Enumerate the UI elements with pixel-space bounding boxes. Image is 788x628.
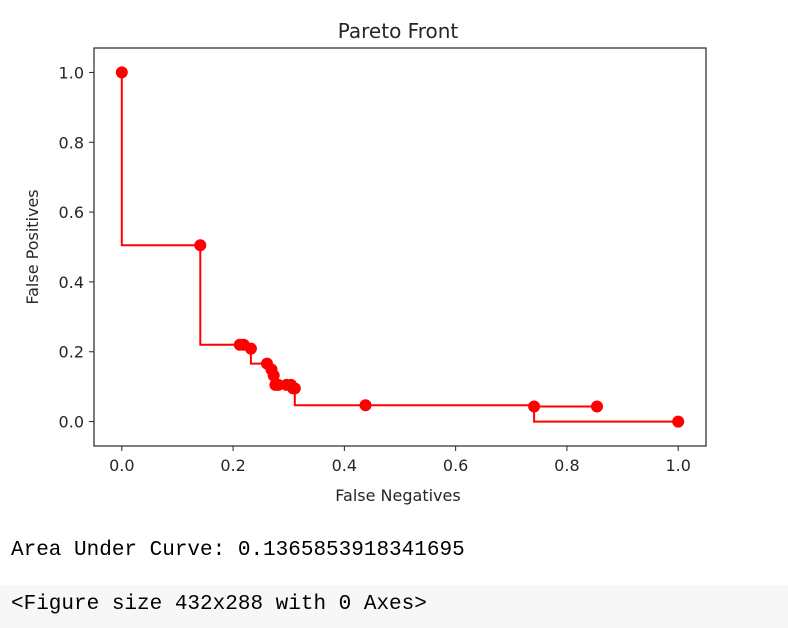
y-tick-label: 0.8	[59, 133, 84, 152]
data-point	[591, 400, 603, 413]
chart-container: Pareto Front 0.0 0.2 0.4 0.6 0.8 1.0 0.0 0.2 0.…	[23, 19, 707, 505]
x-tick-label: 0.0	[109, 456, 134, 475]
y-tick-label: 0.0	[59, 413, 84, 432]
data-point	[115, 66, 128, 79]
x-tick-label: 0.2	[220, 456, 245, 475]
figure-size-output: <Figure size 432x288 with 0 Axes>	[11, 593, 427, 616]
y-tick-label: 1.0	[59, 63, 84, 82]
x-tick-label: 0.4	[332, 456, 357, 475]
plot-frame	[93, 47, 707, 447]
y-tick-label: 0.2	[59, 343, 84, 362]
x-tick-label: 0.8	[554, 456, 579, 475]
data-point	[288, 382, 301, 395]
y-axis-label: False Positives	[23, 189, 42, 304]
y-tick-label: 0.6	[59, 203, 84, 222]
x-tick-label: 0.6	[443, 456, 468, 475]
data-point	[194, 239, 207, 252]
y-axis: 0.0 0.2 0.4 0.6 0.8 1.0	[59, 63, 94, 432]
chart-svg: Pareto Front 0.0 0.2 0.4 0.6 0.8 1.0 0.00.20.…	[23, 19, 707, 505]
data-point	[528, 400, 541, 413]
area-under-curve-output: Area Under Curve: 0.1365853918341695	[11, 539, 465, 562]
data-point	[244, 342, 257, 355]
data-point	[359, 399, 372, 412]
x-tick-label: 1.0	[665, 456, 690, 475]
data-point	[272, 378, 285, 391]
figure-output-area	[0, 585, 788, 628]
x-axis-label: False Negatives	[335, 486, 460, 505]
y-tick-label: 0.4	[59, 273, 84, 292]
x-axis: 0.0 0.2 0.4 0.6 0.8 1.0	[109, 446, 691, 475]
data-point	[672, 415, 685, 428]
chart-title: Pareto Front	[338, 19, 459, 43]
data-point	[267, 369, 280, 382]
series-layer	[115, 66, 685, 428]
